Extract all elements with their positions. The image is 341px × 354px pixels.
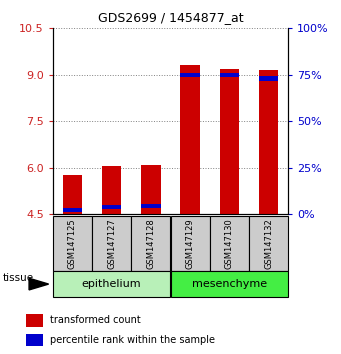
- Polygon shape: [29, 278, 49, 290]
- Bar: [259, 70, 278, 214]
- Bar: [63, 207, 82, 212]
- Bar: [26, 314, 43, 326]
- Text: epithelium: epithelium: [82, 279, 142, 289]
- Text: tissue: tissue: [3, 273, 34, 283]
- Text: GSM147129: GSM147129: [186, 218, 195, 269]
- Bar: [63, 176, 82, 214]
- Bar: [131, 216, 170, 271]
- Bar: [26, 333, 43, 346]
- Text: transformed count: transformed count: [50, 315, 140, 325]
- Bar: [141, 165, 161, 214]
- Bar: [170, 271, 288, 297]
- Bar: [170, 216, 210, 271]
- Bar: [180, 73, 200, 77]
- Text: GSM147132: GSM147132: [264, 218, 273, 269]
- Bar: [92, 216, 131, 271]
- Text: GSM147127: GSM147127: [107, 218, 116, 269]
- Text: GSM147128: GSM147128: [146, 218, 155, 269]
- Bar: [259, 76, 278, 80]
- Text: GSM147125: GSM147125: [68, 218, 77, 269]
- Bar: [53, 271, 170, 297]
- Bar: [220, 73, 239, 77]
- Bar: [249, 216, 288, 271]
- Bar: [220, 69, 239, 214]
- Bar: [102, 205, 121, 209]
- Text: mesenchyme: mesenchyme: [192, 279, 267, 289]
- Bar: [141, 204, 161, 209]
- Text: GSM147130: GSM147130: [225, 218, 234, 269]
- Bar: [53, 216, 92, 271]
- Text: percentile rank within the sample: percentile rank within the sample: [50, 335, 215, 345]
- Bar: [210, 216, 249, 271]
- Bar: [102, 166, 121, 214]
- Bar: [180, 65, 200, 214]
- Title: GDS2699 / 1454877_at: GDS2699 / 1454877_at: [98, 11, 243, 24]
